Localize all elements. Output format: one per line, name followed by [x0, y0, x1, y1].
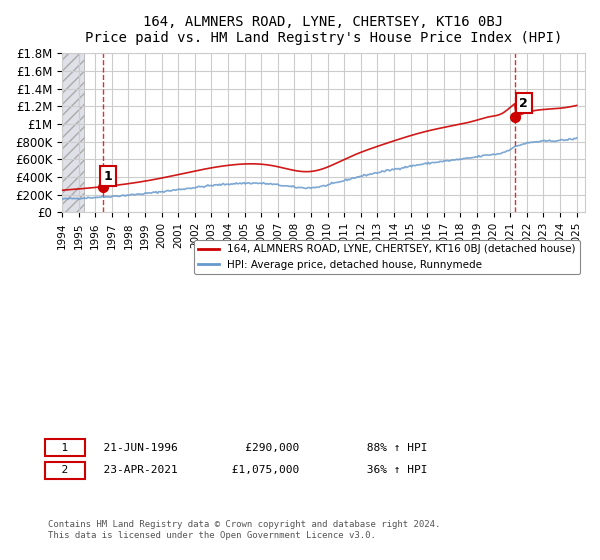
Text: 21-JUN-1996          £290,000          88% ↑ HPI: 21-JUN-1996 £290,000 88% ↑ HPI — [90, 443, 427, 453]
Text: Contains HM Land Registry data © Crown copyright and database right 2024.
This d: Contains HM Land Registry data © Crown c… — [48, 520, 440, 540]
Text: 2: 2 — [48, 465, 82, 475]
Text: 23-APR-2021        £1,075,000          36% ↑ HPI: 23-APR-2021 £1,075,000 36% ↑ HPI — [90, 465, 427, 475]
Text: 1: 1 — [104, 170, 112, 183]
Bar — [62, 53, 83, 212]
Title: 164, ALMNERS ROAD, LYNE, CHERTSEY, KT16 0BJ
Price paid vs. HM Land Registry's Ho: 164, ALMNERS ROAD, LYNE, CHERTSEY, KT16 … — [85, 15, 562, 45]
Text: 2: 2 — [520, 97, 528, 110]
Text: 1: 1 — [48, 443, 82, 453]
Legend: 164, ALMNERS ROAD, LYNE, CHERTSEY, KT16 0BJ (detached house), HPI: Average price: 164, ALMNERS ROAD, LYNE, CHERTSEY, KT16 … — [194, 240, 580, 274]
